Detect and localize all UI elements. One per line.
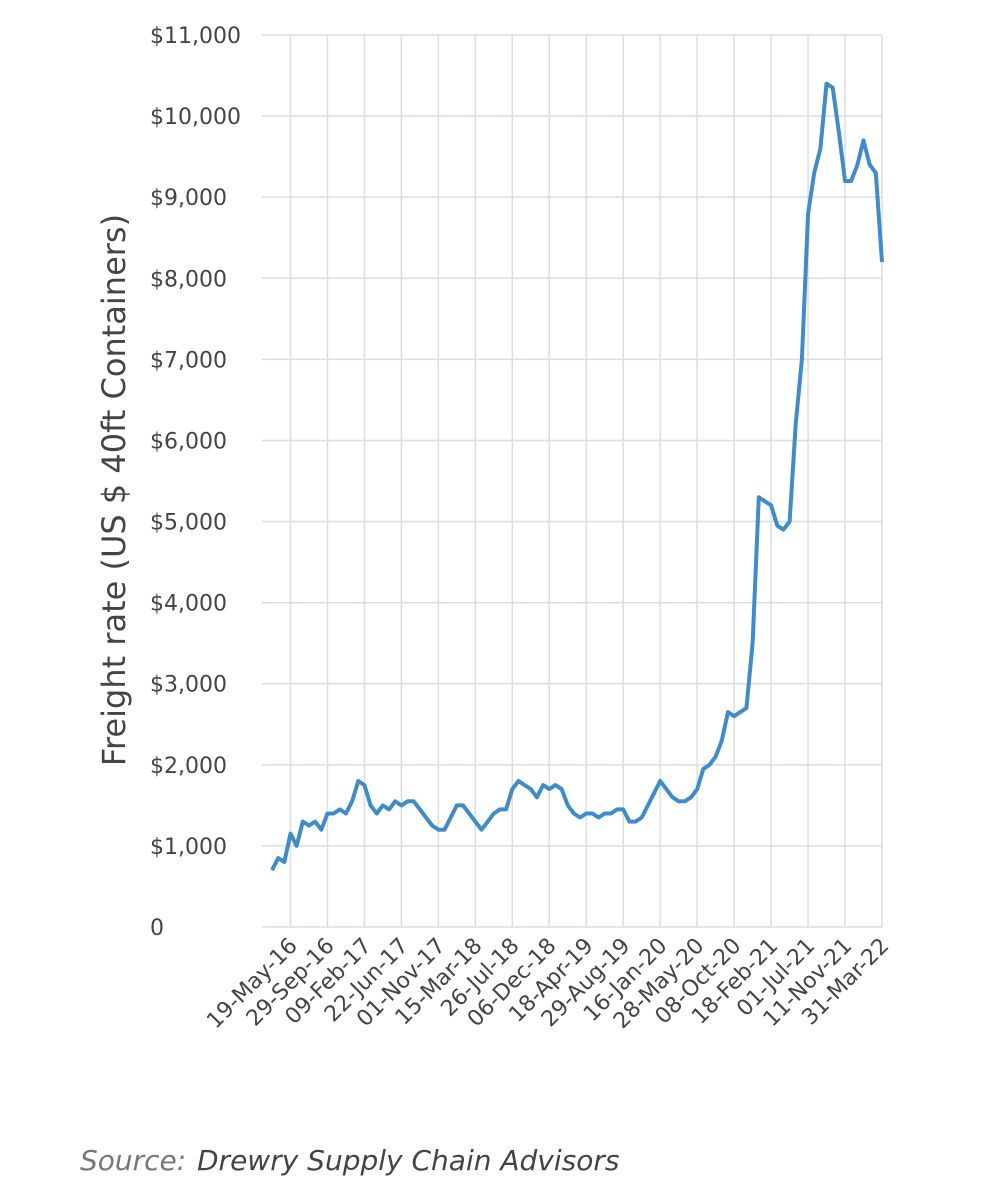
y-tick-label: $2,000 <box>150 754 227 779</box>
y-tick-label: $6,000 <box>150 429 227 454</box>
y-tick-label: 0 <box>150 916 164 941</box>
y-tick-label: $5,000 <box>150 511 227 536</box>
y-tick-label: $9,000 <box>150 186 227 211</box>
y-tick-label: $11,000 <box>150 24 241 49</box>
y-tick-label: $10,000 <box>150 105 241 130</box>
y-tick-label: $8,000 <box>150 267 227 292</box>
source: Drewry Supply Chain Advisors <box>197 1144 619 1177</box>
y-tick-label: $3,000 <box>150 673 227 698</box>
y-tick-label: $1,000 <box>150 835 227 860</box>
y-tick-label: $7,000 <box>150 348 227 373</box>
data-line <box>270 81 884 872</box>
source-label: Source: <box>80 1144 186 1177</box>
y-tick-label: $4,000 <box>150 592 227 617</box>
y-axis-title: Freight rate (US $ 40ft Containers) <box>95 214 133 766</box>
